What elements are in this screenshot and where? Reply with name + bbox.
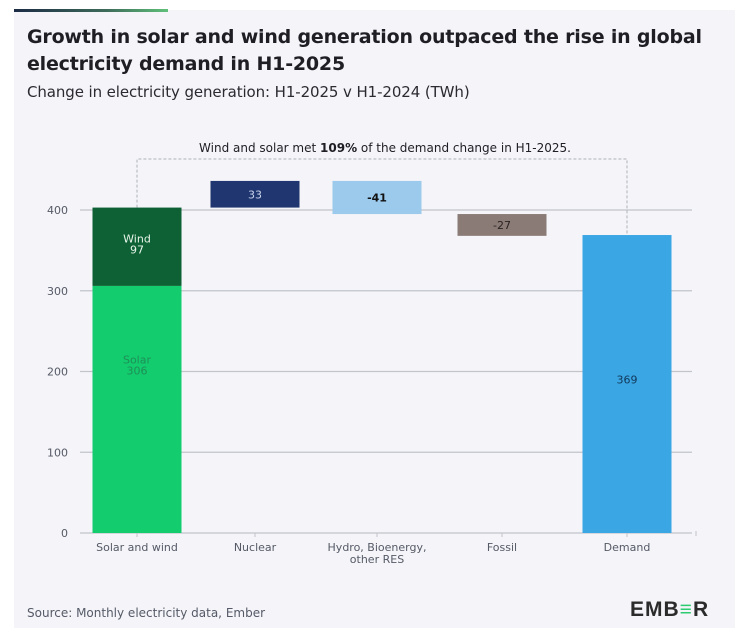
y-tick-label: 100 xyxy=(47,446,68,459)
data-label: 33 xyxy=(248,188,262,201)
annotation-bracket xyxy=(136,158,628,236)
annotation-layer: Wind and solar met 109% of the demand ch… xyxy=(136,141,628,236)
bar-fossil xyxy=(457,214,547,236)
x-category-label: Solar and wind xyxy=(96,541,178,554)
x-category-label: other RES xyxy=(350,553,404,566)
x-category-label: Nuclear xyxy=(234,541,277,554)
x-category-label: Demand xyxy=(604,541,651,554)
data-label: 306 xyxy=(127,364,148,377)
data-label: Wind xyxy=(123,232,151,245)
bar-layer xyxy=(92,180,672,533)
bar-nuclear xyxy=(210,180,300,208)
logo-e-icon: ≡ xyxy=(679,598,693,621)
bar-hydro-bioenergy-other-res xyxy=(332,180,422,215)
source-note: Source: Monthly electricity data, Ember xyxy=(27,606,266,620)
data-label: 97 xyxy=(130,243,144,256)
data-label: Solar xyxy=(123,353,152,366)
y-tick-label: 400 xyxy=(47,204,68,217)
annotation-highlight: 109% xyxy=(320,141,357,155)
annotation-prefix: Wind and solar met xyxy=(199,141,320,155)
ember-logo: EMB≡R xyxy=(630,598,709,622)
logo-text-b: R xyxy=(692,598,710,621)
data-label: -27 xyxy=(493,219,511,232)
data-label: -41 xyxy=(367,191,387,204)
label-layer: Solar and wind Nuclear Hydro, Bioenergy,ot… xyxy=(96,188,650,566)
x-category-label: Hydro, Bioenergy, xyxy=(328,541,427,554)
y-tick-label: 200 xyxy=(47,366,68,379)
logo-text-a: EMB xyxy=(630,598,680,621)
annotation-text: Wind and solar met 109% of the demand ch… xyxy=(199,141,571,155)
bar-solar xyxy=(92,285,182,533)
bar-wind xyxy=(92,207,182,286)
accent-bar xyxy=(14,9,168,12)
annotation-suffix: of the demand change in H1-2025. xyxy=(357,141,571,155)
y-tick-label: 0 xyxy=(61,527,68,540)
data-label: 369 xyxy=(617,374,638,387)
chart-subtitle: Change in electricity generation: H1-202… xyxy=(27,83,470,101)
chart-title: Growth in solar and wind generation outp… xyxy=(27,26,702,75)
x-category-label: Fossil xyxy=(487,541,517,554)
y-tick-label: 300 xyxy=(47,285,68,298)
bar-demand xyxy=(582,235,672,533)
